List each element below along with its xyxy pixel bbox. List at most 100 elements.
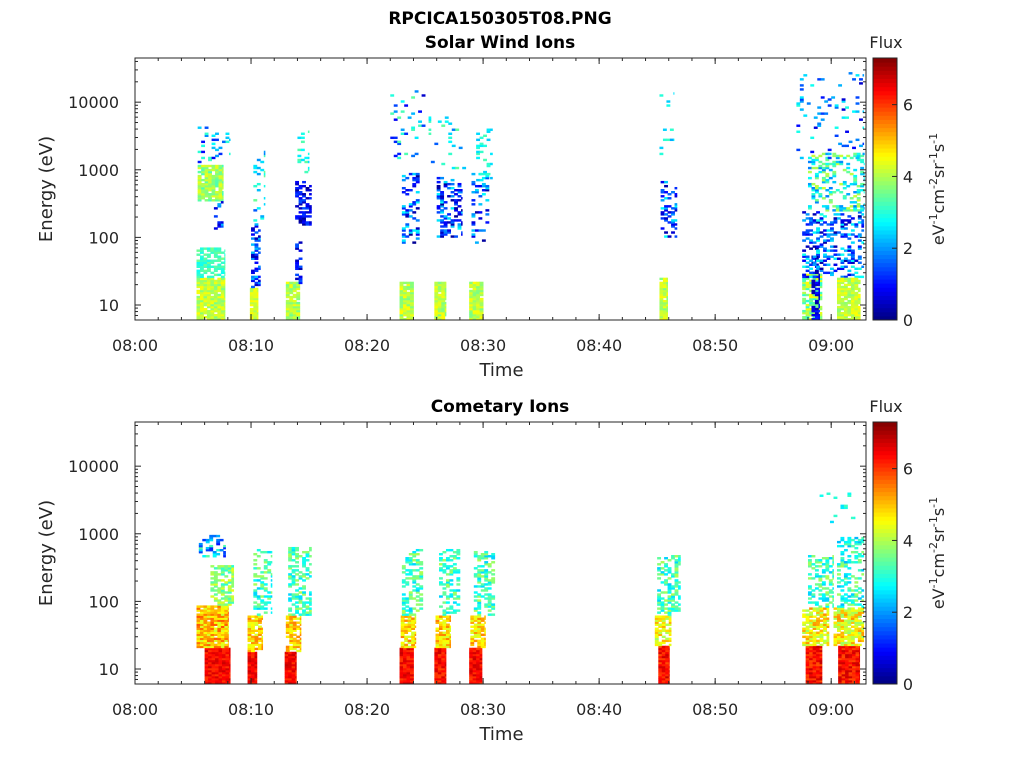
flux-cell: [674, 203, 678, 206]
flux-cell: [408, 215, 413, 218]
flux-cell: [816, 649, 820, 653]
flux-cell: [850, 291, 855, 295]
flux-cell: [222, 671, 226, 675]
flux-cell: [659, 313, 664, 317]
flux-cell: [300, 140, 305, 144]
flux-cell: [206, 317, 211, 321]
flux-cell: [257, 619, 262, 622]
flux-cell: [217, 225, 222, 228]
flux-cell: [857, 309, 861, 313]
flux-cell: [845, 669, 849, 673]
flux-cell: [436, 207, 441, 210]
flux-cell: [298, 597, 303, 600]
flux-cell: [443, 221, 448, 224]
flux-cell: [470, 643, 475, 647]
flux-cell: [847, 309, 852, 313]
flux-cell: [861, 605, 865, 608]
flux-cell: [802, 231, 807, 234]
flux-cell: [479, 647, 483, 651]
flux-cell: [256, 166, 261, 170]
flux-cell: [809, 303, 814, 307]
flux-cell: [197, 176, 202, 180]
flux-cell: [208, 172, 212, 176]
flux-cell: [399, 311, 404, 315]
flux-cell: [802, 643, 807, 647]
flux-cell: [449, 573, 454, 576]
flux-cell: [206, 645, 211, 649]
flux-cell: [284, 651, 289, 655]
flux-cell: [254, 681, 258, 685]
flux-cell: [805, 637, 810, 641]
flux-cell: [267, 563, 272, 566]
flux-cell: [257, 629, 262, 632]
flux-cell: [818, 579, 823, 582]
flux-cell: [658, 617, 663, 620]
flux-cell: [411, 112, 416, 115]
flux-cell: [814, 583, 819, 586]
flux-cell: [662, 317, 667, 321]
flux-cell: [253, 573, 258, 576]
flux-cell: [204, 677, 209, 681]
flux-cell: [288, 599, 293, 602]
flux-cell: [289, 637, 294, 641]
flux-cell: [819, 219, 824, 222]
flux-cell: [445, 623, 450, 626]
flux-cell: [820, 118, 825, 121]
flux-cell: [300, 132, 305, 135]
flux-cell: [299, 629, 302, 632]
flux-cell: [256, 605, 261, 608]
flux-cell: [848, 661, 853, 665]
flux-cell: [666, 100, 671, 103]
flux-cell: [291, 665, 296, 669]
flux-cell: [309, 613, 312, 616]
flux-cell: [254, 267, 259, 271]
flux-cell: [408, 569, 413, 572]
flux-cell: [484, 557, 489, 560]
flux-cell: [213, 639, 218, 643]
flux-cell: [220, 615, 225, 618]
flux-cell: [435, 635, 440, 639]
flux-cell: [220, 617, 225, 620]
flux-cell: [210, 295, 215, 299]
flux-cell: [441, 281, 446, 285]
flux-cell: [296, 297, 301, 301]
flux-cell: [826, 637, 830, 641]
flux-cell: [666, 279, 668, 283]
flux-cell: [448, 132, 453, 135]
flux-cell: [285, 649, 290, 653]
flux-cell: [404, 625, 409, 628]
flux-cell: [257, 283, 261, 287]
flux-cell: [289, 281, 294, 285]
flux-cell: [289, 633, 294, 637]
flux-cell: [484, 645, 486, 649]
flux-cell: [816, 237, 820, 240]
flux-cell: [819, 649, 823, 653]
flux-cell: [861, 589, 865, 592]
flux-cell: [298, 203, 303, 206]
flux-cell: [410, 671, 414, 675]
flux-cell: [399, 681, 404, 685]
flux-cell: [215, 199, 219, 202]
flux-cell: [411, 635, 416, 639]
flux-cell: [296, 635, 301, 639]
flux-cell: [847, 559, 852, 562]
flux-cell: [449, 605, 454, 608]
flux-cell: [660, 189, 665, 192]
flux-cell: [807, 591, 812, 594]
flux-cell: [253, 605, 258, 608]
flux-cell: [197, 174, 202, 178]
flux-cell: [850, 637, 855, 641]
flux-cell: [208, 663, 212, 667]
flux-cell: [660, 227, 665, 230]
flux-cell: [196, 269, 201, 273]
flux-cell: [811, 197, 816, 200]
flux-cell: [196, 613, 201, 616]
colorbar-step: [873, 90, 897, 96]
flux-cell: [472, 653, 477, 657]
flux-cell: [666, 277, 668, 281]
flux-cell: [256, 607, 261, 610]
flux-cell: [449, 639, 452, 643]
flux-cell: [437, 299, 442, 303]
flux-cell: [823, 613, 827, 616]
flux-cell: [437, 655, 442, 659]
